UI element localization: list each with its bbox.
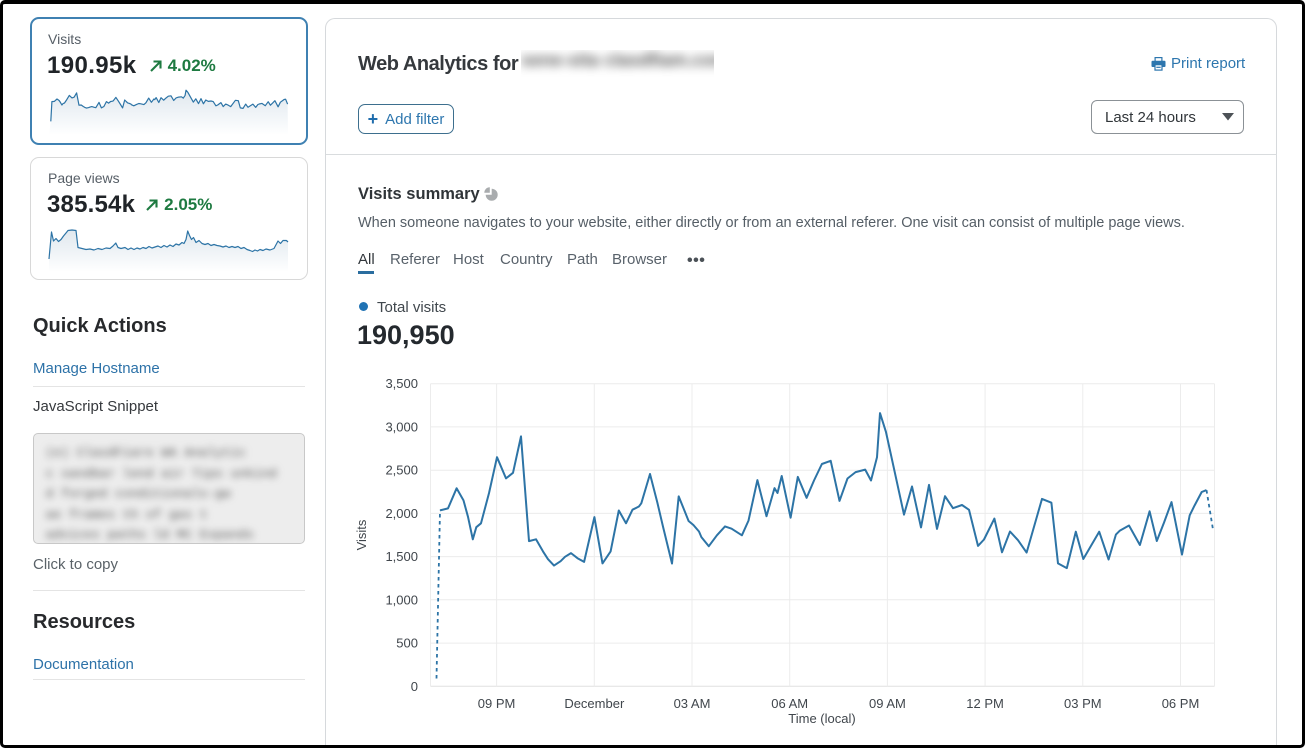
- svg-text:03 PM: 03 PM: [1064, 696, 1102, 711]
- svg-text:3,500: 3,500: [385, 376, 418, 391]
- svg-text:Visits: Visits: [354, 519, 369, 550]
- svg-text:06 AM: 06 AM: [771, 696, 808, 711]
- svg-text:12 PM: 12 PM: [966, 696, 1004, 711]
- svg-text:03 AM: 03 AM: [674, 696, 711, 711]
- svg-text:December: December: [564, 696, 625, 711]
- svg-text:2,000: 2,000: [385, 506, 418, 521]
- svg-text:1,000: 1,000: [385, 592, 418, 607]
- svg-text:1,500: 1,500: [385, 549, 418, 564]
- svg-text:09 AM: 09 AM: [869, 696, 906, 711]
- svg-text:06 PM: 06 PM: [1162, 696, 1200, 711]
- svg-text:0: 0: [411, 679, 418, 694]
- svg-text:09 PM: 09 PM: [478, 696, 516, 711]
- svg-text:500: 500: [396, 636, 418, 651]
- svg-text:2,500: 2,500: [385, 463, 418, 478]
- svg-text:3,000: 3,000: [385, 419, 418, 434]
- svg-text:Time (local): Time (local): [788, 711, 855, 726]
